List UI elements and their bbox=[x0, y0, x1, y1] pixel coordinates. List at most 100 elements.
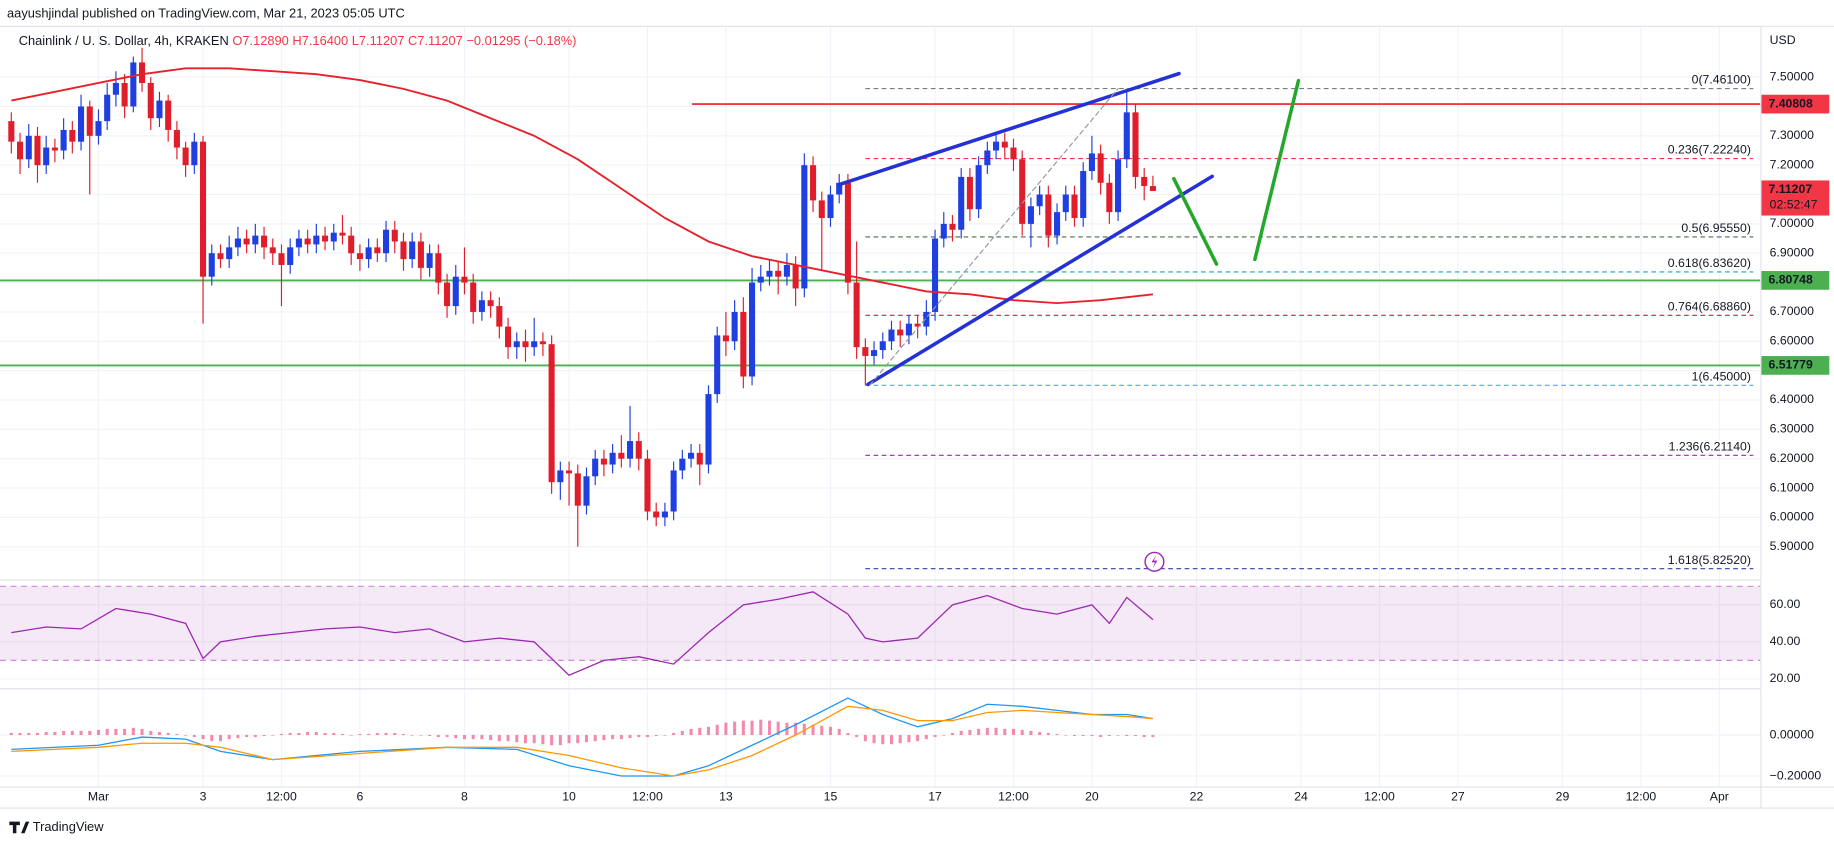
macd-histogram-bar bbox=[532, 735, 536, 744]
candle-body bbox=[200, 141, 207, 277]
candle-body bbox=[714, 335, 721, 395]
macd-histogram-bar bbox=[541, 735, 545, 745]
grid-layer bbox=[0, 26, 1761, 787]
macd-histogram-bar bbox=[654, 735, 658, 737]
macd-histogram-bar bbox=[515, 735, 519, 743]
candle-body bbox=[269, 247, 276, 254]
candle-body bbox=[600, 458, 607, 465]
x-tick-label: 22 bbox=[1190, 789, 1204, 803]
macd-histogram-bar bbox=[776, 721, 780, 736]
macd-histogram-bar bbox=[863, 735, 867, 742]
legend-value: −0.01295 (−0.18%) bbox=[466, 34, 576, 49]
macd-histogram-bar bbox=[637, 735, 641, 738]
y-tick-label: 7.30000 bbox=[1770, 128, 1815, 142]
candle-body bbox=[1097, 153, 1104, 183]
macd-histogram-bar bbox=[349, 735, 353, 736]
y-tick-label: 40.00 bbox=[1770, 634, 1801, 648]
macd-line bbox=[11, 697, 1154, 777]
brand: TradingView bbox=[9, 819, 104, 834]
x-tick-label: 8 bbox=[461, 789, 468, 803]
candle-body bbox=[749, 282, 756, 377]
macd-histogram-bar bbox=[1107, 735, 1111, 737]
macd-histogram-bar bbox=[201, 735, 205, 740]
macd-histogram-bar bbox=[794, 722, 798, 736]
candle-body bbox=[940, 223, 947, 239]
price-tag-label: 7.40808 bbox=[1768, 96, 1813, 110]
x-tick-label: 13 bbox=[719, 789, 733, 803]
candle-body bbox=[539, 341, 546, 345]
candle-body bbox=[287, 247, 294, 265]
candle-body bbox=[566, 470, 573, 474]
candle-body bbox=[975, 165, 982, 210]
candle-body bbox=[923, 311, 930, 327]
candle-body bbox=[147, 82, 154, 119]
candle-body bbox=[635, 441, 642, 459]
macd-histogram-bar bbox=[123, 728, 127, 736]
candle-body bbox=[17, 141, 24, 160]
candle-body bbox=[43, 147, 50, 166]
macd-histogram-bar bbox=[410, 735, 414, 736]
macd-histogram-bar bbox=[279, 733, 283, 736]
y-tick-label: 7.50000 bbox=[1770, 69, 1815, 83]
macd-histogram-bar bbox=[218, 735, 222, 742]
macd-histogram-bar bbox=[811, 724, 815, 736]
macd-histogram-bar bbox=[18, 732, 22, 736]
macd-histogram-bar bbox=[454, 735, 458, 739]
macd-histogram-bar bbox=[576, 735, 580, 744]
macd-histogram-bar bbox=[393, 732, 397, 736]
macd-histogram-bar bbox=[428, 735, 432, 737]
macd-histogram-bar bbox=[35, 732, 39, 736]
macd-histogram-bar bbox=[837, 728, 841, 736]
x-tick-label: 10 bbox=[562, 789, 576, 803]
candle-body bbox=[208, 253, 215, 277]
candle-body bbox=[356, 253, 363, 260]
macd-histogram-bar bbox=[70, 730, 74, 736]
macd-histogram-bar bbox=[820, 725, 824, 736]
candle-body bbox=[51, 147, 58, 151]
macd-histogram-bar bbox=[166, 732, 170, 736]
x-tick-label: 12:00 bbox=[1626, 789, 1657, 803]
candle-body bbox=[417, 241, 424, 268]
candle-body bbox=[383, 229, 390, 254]
macd-histogram-bar bbox=[9, 732, 13, 736]
macd-histogram-bar bbox=[602, 735, 606, 741]
candle-body bbox=[766, 270, 773, 277]
legend-value: L7.11207 bbox=[352, 34, 405, 49]
x-tick-label: 6 bbox=[356, 789, 363, 803]
macd-histogram-bar bbox=[419, 735, 423, 736]
y-tick-label: −0.20000 bbox=[1770, 768, 1822, 782]
macd-histogram-bar bbox=[384, 732, 388, 736]
macd-histogram-bar bbox=[959, 730, 963, 736]
fib-level-label: 1.236(6.21140) bbox=[1669, 439, 1751, 453]
candle-body bbox=[618, 452, 625, 459]
fib-level-label: 0(7.46100) bbox=[1692, 73, 1751, 87]
x-tick-label: Apr bbox=[1710, 789, 1729, 803]
rsi-band bbox=[0, 586, 1761, 661]
macd-histogram-bar bbox=[916, 735, 920, 742]
candle-body bbox=[1080, 171, 1087, 219]
price-tag bbox=[1761, 94, 1830, 114]
fib-anchor-line bbox=[869, 87, 1119, 386]
macd-histogram-bar bbox=[715, 724, 719, 736]
candle-body bbox=[86, 106, 93, 136]
macd-histogram-bar bbox=[889, 735, 894, 745]
candle-body bbox=[304, 238, 311, 245]
candle-body bbox=[696, 452, 703, 465]
countdown-label: 02:52:47 bbox=[1770, 197, 1818, 211]
candle-body bbox=[592, 458, 599, 477]
candle-body bbox=[871, 350, 878, 356]
macd-histogram-bar bbox=[1046, 732, 1050, 736]
macd-histogram-bar bbox=[436, 735, 440, 738]
macd-histogram-bar bbox=[828, 726, 833, 736]
fib-level-label: 0.764(6.68860) bbox=[1668, 299, 1751, 313]
macd-histogram-bar bbox=[942, 735, 946, 736]
legend-value: H7.16400 bbox=[292, 34, 348, 49]
candle-body bbox=[104, 94, 111, 122]
macd-histogram-bar bbox=[907, 735, 911, 743]
candle-body bbox=[932, 238, 939, 312]
y-tick-label: 6.00000 bbox=[1770, 510, 1815, 524]
candle-body bbox=[295, 238, 302, 248]
macd-histogram-bar bbox=[480, 735, 484, 740]
y-tick-label: 7.20000 bbox=[1770, 157, 1815, 171]
